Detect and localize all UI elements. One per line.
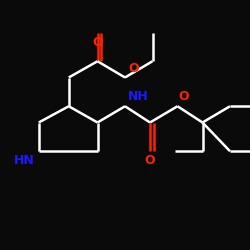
- Text: O: O: [128, 62, 138, 75]
- Text: HN: HN: [14, 154, 35, 167]
- Text: O: O: [92, 36, 103, 49]
- Text: NH: NH: [128, 90, 148, 103]
- Text: O: O: [178, 90, 189, 103]
- Text: O: O: [145, 154, 155, 167]
